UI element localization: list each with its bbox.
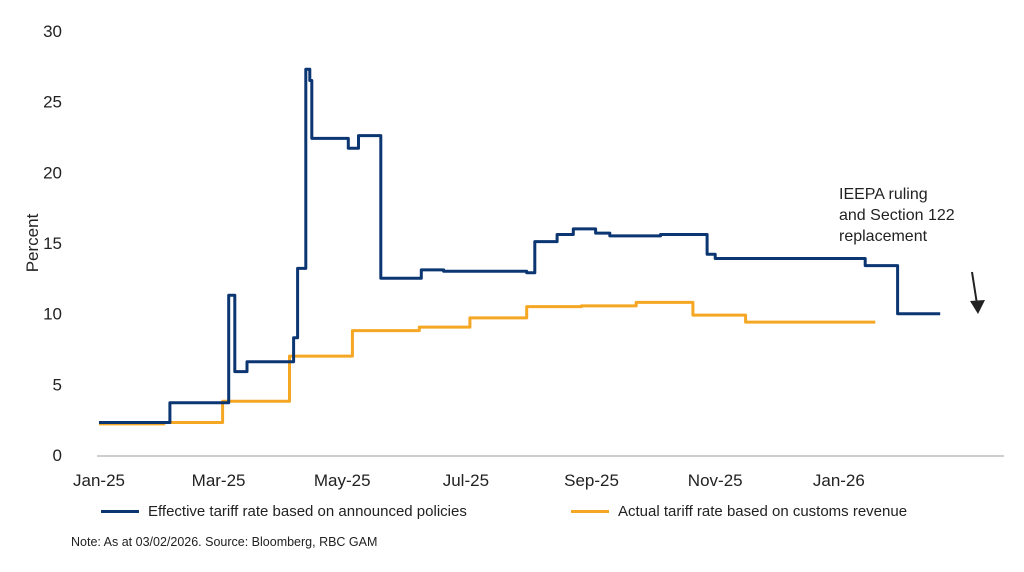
y-tick-label: 0 <box>53 446 62 465</box>
y-tick-label: 30 <box>43 22 62 41</box>
legend-label-actual: Actual tariff rate based on customs reve… <box>618 503 908 520</box>
legend-item-actual: Actual tariff rate based on customs reve… <box>571 503 907 520</box>
series-line-1 <box>99 300 876 426</box>
annotation-line: IEEPA ruling <box>839 186 928 203</box>
y-tick-label: 10 <box>43 305 62 324</box>
annotation-line: and Section 122 <box>839 207 955 224</box>
annotation-line: replacement <box>839 228 928 245</box>
series-line-0 <box>99 67 941 424</box>
x-tick-label: Jan-25 <box>73 471 125 490</box>
annotation-ieepa: IEEPA ruling and Section 122 replacement <box>839 184 955 247</box>
x-tick-label: Mar-25 <box>192 471 246 490</box>
y-tick-label: 5 <box>53 375 62 394</box>
y-tick-label: 15 <box>43 234 62 253</box>
x-tick-label: Jul-25 <box>443 471 489 490</box>
legend-swatch-effective <box>101 510 139 513</box>
x-tick-label: Nov-25 <box>688 471 743 490</box>
x-tick-label: May-25 <box>314 471 371 490</box>
y-axis-label: Percent <box>23 213 42 272</box>
legend-item-effective: Effective tariff rate based on announced… <box>101 503 467 520</box>
y-tick-label: 20 <box>43 163 62 182</box>
y-tick-label: 25 <box>43 93 62 112</box>
legend-swatch-actual <box>571 510 609 513</box>
legend-label-effective: Effective tariff rate based on announced… <box>148 503 467 520</box>
annotation-arrow <box>970 271 985 314</box>
x-tick-label: Sep-25 <box>564 471 619 490</box>
source-note: Note: As at 03/02/2026. Source: Bloomber… <box>71 535 378 549</box>
x-tick-label: Jan-26 <box>813 471 865 490</box>
